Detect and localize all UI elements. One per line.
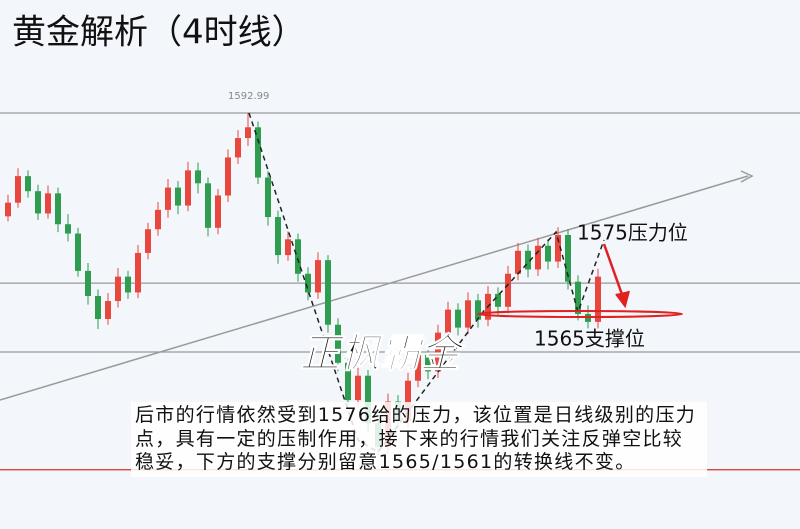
candle-body	[515, 250, 521, 274]
candle-body	[245, 127, 251, 139]
candle-body	[535, 245, 541, 270]
candle-body	[285, 239, 291, 256]
candle-body	[255, 127, 261, 178]
peak-label: 1592.99	[228, 91, 269, 102]
candle-body	[265, 177, 271, 218]
candle-body	[575, 281, 581, 314]
candle-body	[335, 324, 341, 363]
candle-body	[425, 354, 431, 372]
commentary: 后市的行情依然受到1576给的压力，该位置是日线级别的压力点，具有一定的压制作用…	[131, 402, 707, 477]
down-arrow-head	[615, 290, 630, 309]
candle-body	[455, 309, 461, 328]
candle-body	[595, 276, 601, 322]
candle-body	[195, 170, 201, 184]
support-label: 1565支撑位	[534, 327, 645, 351]
candle-body	[55, 193, 61, 225]
candle-body	[555, 234, 561, 262]
trend-line	[0, 175, 749, 401]
candle-body	[305, 273, 311, 293]
candle-body	[225, 157, 231, 196]
candle-body	[315, 260, 321, 293]
watermark: 正枫霸金	[300, 331, 466, 377]
candle-body	[525, 250, 531, 270]
candle-body	[175, 187, 181, 206]
candle-body	[155, 209, 161, 230]
candle-body	[295, 239, 301, 274]
candle-body	[45, 193, 51, 214]
candle-body	[185, 170, 191, 206]
candle-body	[125, 276, 131, 293]
candle-body	[355, 375, 361, 401]
down-arrow	[602, 243, 626, 301]
candle-body	[105, 301, 111, 319]
candle-body	[415, 354, 421, 381]
candle-body	[445, 309, 451, 333]
candle-body	[95, 296, 101, 319]
candle-body	[545, 245, 551, 262]
candle-body	[205, 183, 211, 228]
candle-body	[235, 138, 241, 158]
candle-body	[405, 380, 411, 421]
candle-body	[325, 260, 331, 325]
support-mark	[477, 310, 683, 318]
candle-body	[115, 276, 121, 302]
candle-body	[135, 252, 141, 293]
candle-body	[25, 176, 31, 192]
candle-body	[365, 375, 371, 424]
candle-body	[85, 270, 91, 297]
candle-body	[145, 229, 151, 253]
candle-body	[565, 234, 571, 282]
candle-body	[15, 176, 21, 203]
candle-body	[65, 224, 71, 234]
candle-body	[75, 233, 81, 271]
candle-body	[5, 202, 11, 217]
chart-title: 黄金解析（4时线）	[12, 13, 306, 53]
resistance-label: 1575压力位	[577, 221, 688, 245]
trend-arrow	[740, 170, 754, 183]
candle-body	[475, 300, 481, 320]
candle-body	[215, 195, 221, 228]
candle-body	[495, 293, 501, 307]
candle-body	[165, 187, 171, 210]
candle-body	[35, 191, 41, 214]
candle-body	[275, 217, 281, 256]
candle-body	[465, 300, 471, 328]
candle-body	[505, 273, 511, 307]
candle-body	[345, 362, 351, 401]
candle-body	[435, 332, 441, 372]
